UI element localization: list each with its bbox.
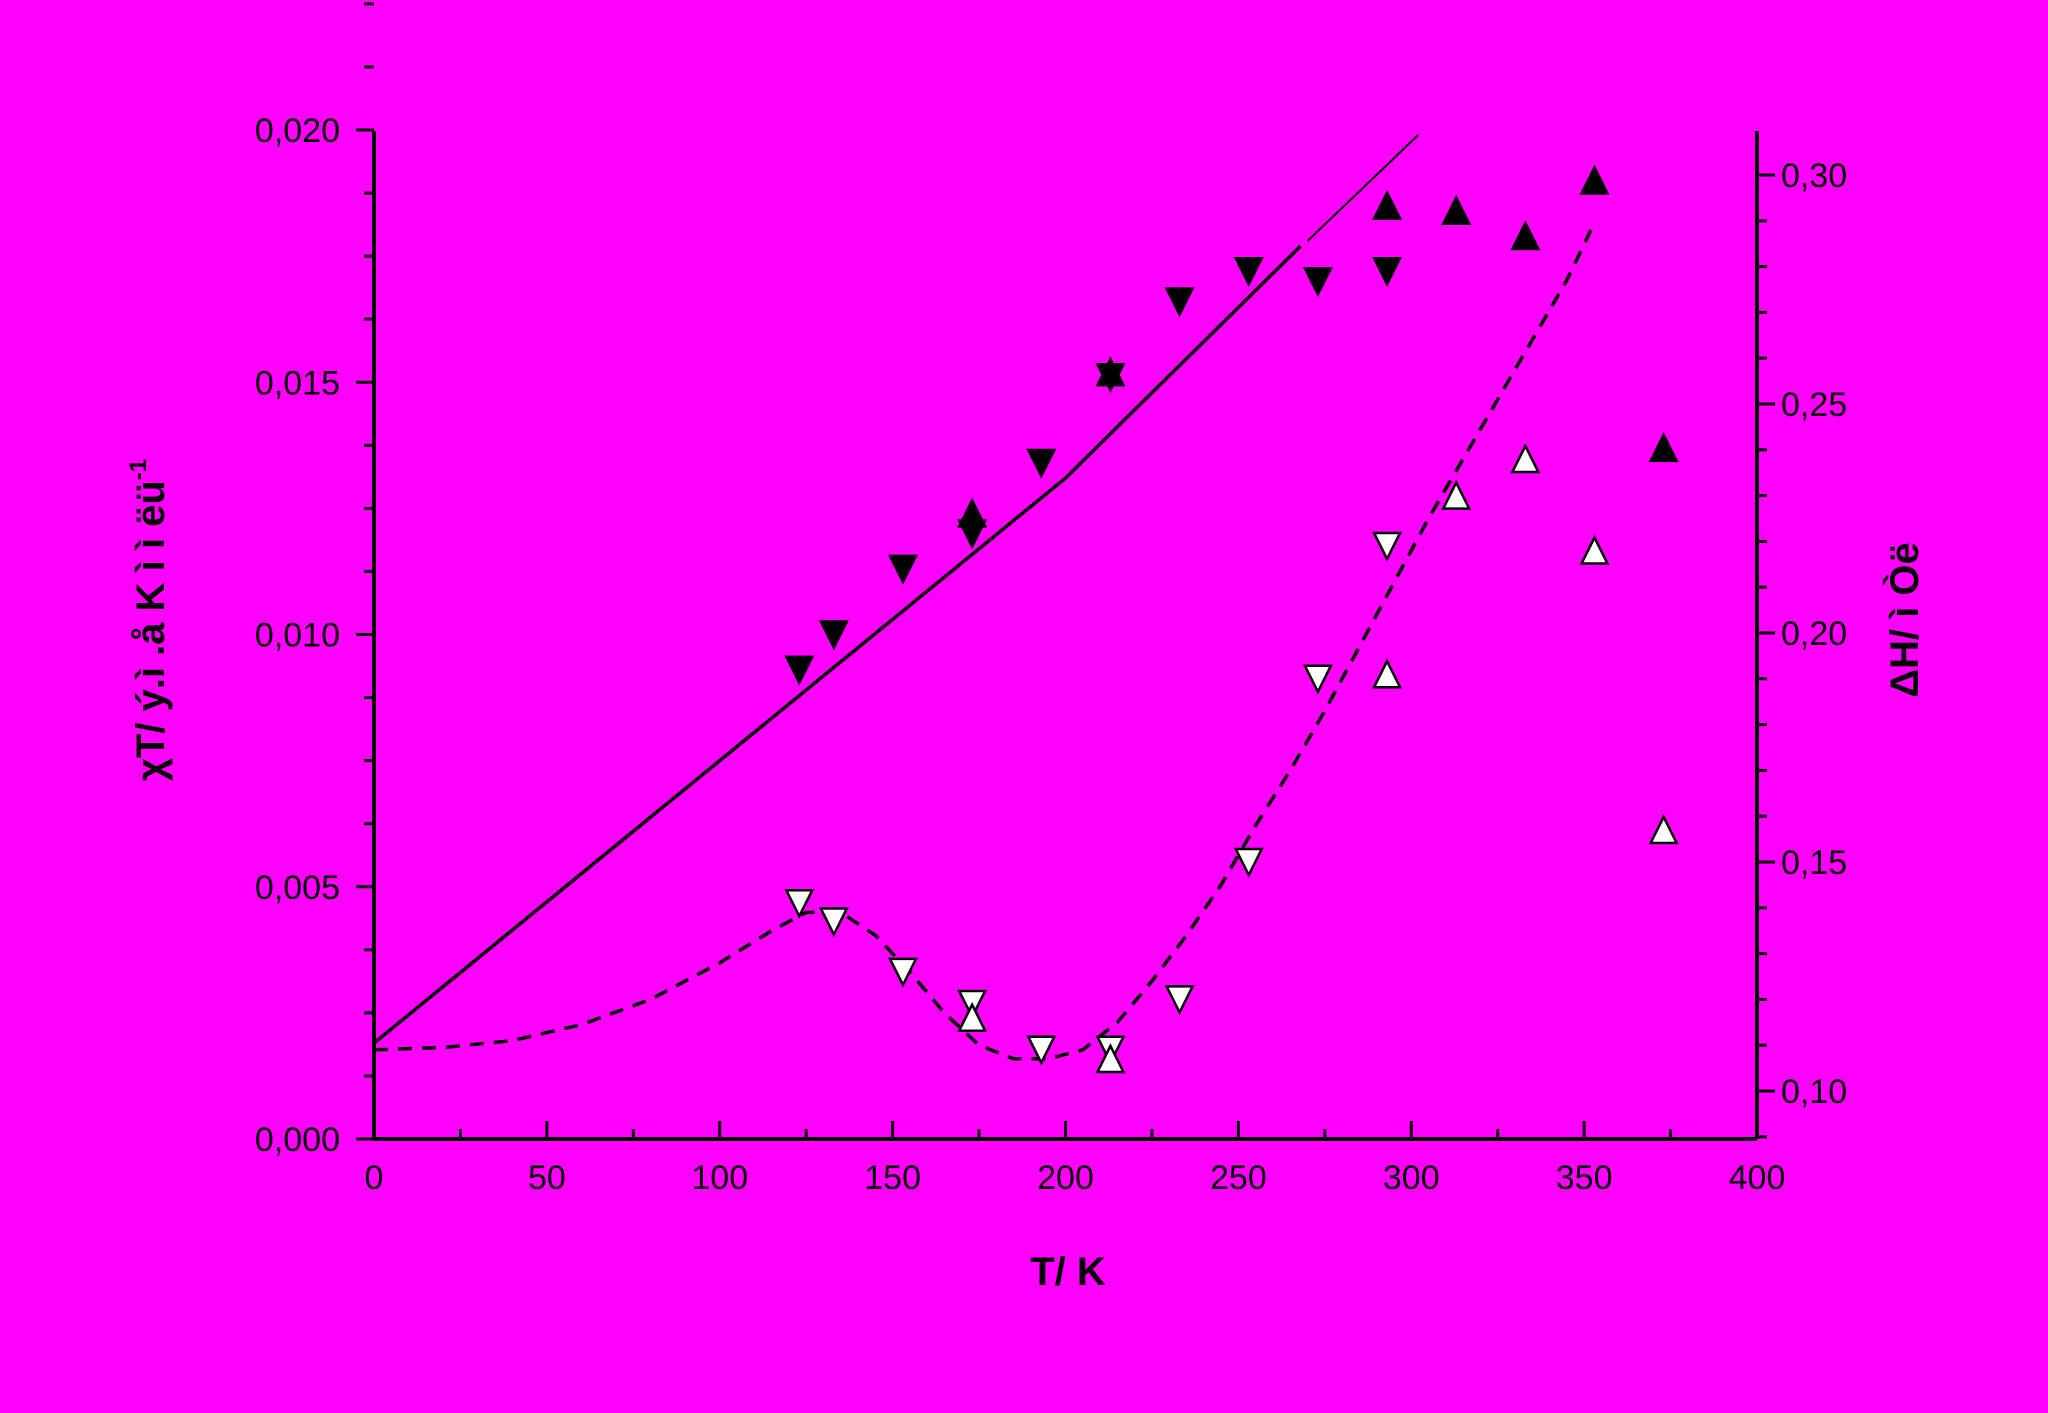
filled-triangle-down-marker [1026, 448, 1057, 479]
x-tick-label: 300 [1383, 1159, 1440, 1197]
x-tick-label: 200 [1037, 1159, 1094, 1197]
y-left-tick-label: 0,015 [255, 364, 340, 402]
y-right-ticks: 0,10 0,15 0,20 0,25 0,30 [1757, 157, 1847, 1139]
filled-triangle-up-marker [1372, 189, 1403, 220]
x-tick-label: 50 [528, 1159, 566, 1197]
open-triangle-up-marker [1441, 479, 1472, 510]
open-triangle-up-marker [1579, 534, 1610, 565]
open-triangle-down-marker [818, 907, 849, 938]
open-triangle-up-marker [1648, 814, 1679, 845]
y-right-tick-label: 0,10 [1781, 1073, 1847, 1111]
open-triangle-down-marker [1026, 1035, 1057, 1066]
open-triangle-up-marker [957, 1001, 988, 1032]
filled-triangle-down-marker [1372, 257, 1403, 288]
y-right-tick-label: 0,25 [1781, 386, 1847, 424]
y-right-axis-title: ΔH/ ì Òë [1881, 542, 1927, 697]
plot-area [372, 134, 1679, 1074]
y-left-axis-title-main: χT/ ý.ì .å K ì ì ëü [129, 480, 173, 781]
open-triangle-down-marker [1372, 531, 1403, 562]
solid-fit-line [372, 244, 1302, 1045]
filled-triangle-down-marker [784, 655, 815, 686]
y-left-axis-title: χT/ ý.ì .å K ì ì ëü-1 [125, 459, 173, 781]
x-ticks: 0 50 100 150 200 250 300 350 400 [365, 1121, 1786, 1197]
open-triangle-up-marker [1510, 443, 1541, 474]
filled-triangle-up-marker [1095, 356, 1126, 387]
x-tick-label: 250 [1210, 1159, 1267, 1197]
x-tick-label: 0 [365, 1159, 384, 1197]
y-left-tick-label: 0,010 [255, 617, 340, 655]
filled-triangle-down-marker [1233, 257, 1264, 288]
y-left-tick-label: 0,020 [255, 112, 340, 150]
x-tick-label: 150 [864, 1159, 921, 1197]
filled-triangle-up-marker [1648, 432, 1679, 463]
filled-triangle-up-marker [1579, 164, 1610, 195]
y-left-tick-label: 0,005 [255, 869, 340, 907]
axes: 0 50 100 150 200 250 300 350 400 0,000 0,005 0,010… [255, 2, 1847, 1197]
open-triangle-down-marker [1302, 664, 1333, 695]
y-right-tick-label: 0,20 [1781, 615, 1847, 653]
open-triangle-down-marker [1233, 847, 1264, 878]
dashed-fit-curve [373, 229, 1593, 1061]
solid-fit-line [1306, 134, 1419, 242]
x-tick-label: 350 [1556, 1159, 1613, 1197]
filled-triangle-up-marker [1441, 194, 1472, 225]
filled-triangle-down-marker [887, 554, 919, 585]
y-right-tick-label: 0,15 [1781, 844, 1847, 882]
y-left-ticks: 0,000 0,005 0,010 0,015 0,020 [255, 2, 374, 1159]
x-axis-title: T/ K [1030, 1250, 1106, 1294]
filled-triangle-up-marker [957, 497, 988, 528]
y-left-tick-label: 0,000 [255, 1121, 340, 1159]
open-triangle-up-marker [1372, 658, 1403, 689]
open-triangle-down-marker [887, 957, 919, 988]
x-tick-label: 400 [1729, 1159, 1786, 1197]
open-triangle-up-marker [1095, 1043, 1126, 1074]
open-triangle-down-marker [1164, 985, 1195, 1016]
filled-triangle-up-marker [1510, 220, 1541, 251]
y-right-tick-label: 0,30 [1781, 157, 1847, 195]
filled-triangle-down-marker [818, 620, 849, 651]
open-triangle-down-marker [784, 888, 815, 920]
filled-triangle-down-marker [1302, 267, 1333, 298]
filled-triangle-down-marker [1164, 287, 1195, 318]
x-tick-label: 100 [691, 1159, 748, 1197]
y-left-axis-title-superscript: -1 [125, 459, 152, 480]
